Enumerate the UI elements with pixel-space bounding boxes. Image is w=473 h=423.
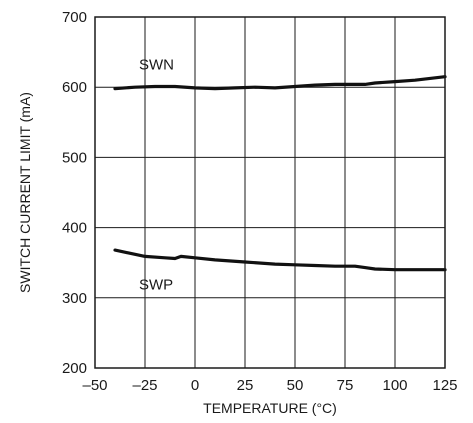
y-tick-label: 500 — [62, 149, 87, 166]
x-tick-label: 0 — [191, 377, 199, 394]
x-tick-labels: –50 –25 0 25 50 75 100 125 — [82, 377, 457, 394]
x-tick-label: 75 — [337, 377, 354, 394]
x-tick-label: 25 — [237, 377, 254, 394]
y-tick-label: 200 — [62, 360, 87, 377]
plot-frame — [94, 16, 446, 369]
y-tick-label: 600 — [62, 79, 87, 96]
x-tick-label: 125 — [432, 377, 457, 394]
y-tick-label: 300 — [62, 290, 87, 307]
series-line-swn — [113, 75, 447, 91]
x-tick-label: 50 — [287, 377, 304, 394]
y-tick-label: 700 — [62, 9, 87, 26]
series-line-swp — [113, 248, 447, 272]
x-tick-label: 100 — [382, 377, 407, 394]
y-tick-label: 400 — [62, 220, 87, 237]
y-tick-labels: 200 300 400 500 600 700 — [62, 9, 87, 377]
y-axis-label: SWITCH CURRENT LIMIT (mA) — [17, 92, 33, 293]
series-label-swn: SWN — [139, 57, 174, 74]
x-tick-label: –50 — [82, 377, 107, 394]
series-lines — [113, 75, 447, 272]
series-label-swp: SWP — [139, 276, 173, 293]
x-axis-label: TEMPERATURE (°C) — [203, 400, 337, 416]
x-tick-label: –25 — [132, 377, 157, 394]
